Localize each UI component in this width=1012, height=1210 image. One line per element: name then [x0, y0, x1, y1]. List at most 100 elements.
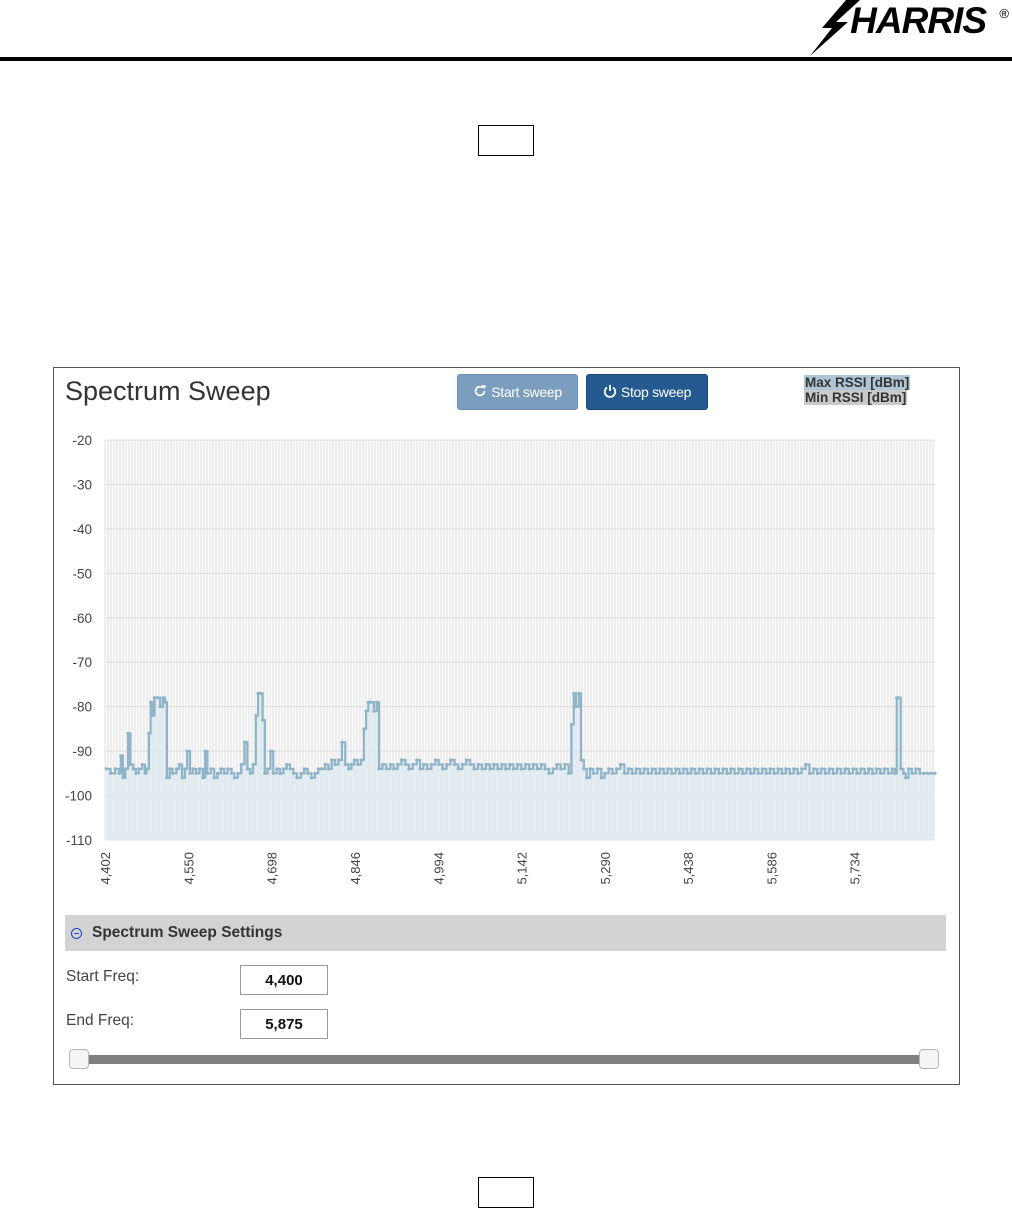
data-point: [784, 767, 788, 771]
data-point: [626, 767, 630, 771]
data-point: [433, 758, 437, 762]
data-point: [158, 705, 162, 709]
header-rule: [0, 57, 1012, 61]
data-point: [685, 771, 690, 775]
data-point: [507, 762, 512, 767]
settings-header[interactable]: Spectrum Sweep Settings: [65, 915, 946, 951]
data-point: [922, 771, 926, 775]
data-point: [281, 767, 285, 771]
data-point: [464, 758, 468, 762]
stop-sweep-button[interactable]: Stop sweep: [586, 374, 708, 410]
data-point: [677, 771, 682, 775]
data-point: [425, 767, 430, 771]
data-point: [148, 700, 153, 704]
data-point: [113, 767, 117, 771]
data-point: [183, 767, 187, 771]
data-point: [527, 767, 531, 771]
data-point: [588, 767, 592, 771]
data-point: [476, 762, 480, 767]
data-point: [299, 771, 303, 775]
data-point: [128, 762, 132, 767]
power-icon: [603, 384, 617, 401]
data-point: [582, 767, 586, 771]
data-point: [567, 771, 571, 775]
data-point: [168, 767, 172, 771]
data-point: [563, 762, 567, 767]
registered-mark: ®: [999, 6, 1009, 21]
data-point: [180, 776, 184, 780]
data-point: [910, 771, 914, 775]
data-point: [610, 771, 615, 775]
data-point: [291, 771, 296, 775]
data-point: [890, 767, 894, 771]
spectrum-sweep-panel: Spectrum Sweep Start sweep Stop sweep Ma…: [53, 367, 960, 1085]
freq-range-slider[interactable]: [79, 1055, 927, 1064]
data-point: [709, 771, 713, 775]
data-point: [480, 767, 484, 771]
data-point: [614, 767, 619, 771]
data-point: [362, 727, 366, 731]
spectrum-chart: -20 -30 -40 -50 -60 -70 -80 -90 -100 -110 4,402 4,5…: [65, 433, 937, 885]
data-point: [851, 767, 855, 771]
slider-handle-end[interactable]: [919, 1049, 939, 1069]
data-point: [574, 705, 578, 709]
data-point: [121, 776, 125, 780]
data-point: [258, 691, 262, 695]
data-point: [914, 767, 918, 771]
data-point: [713, 767, 717, 771]
data-point: [929, 771, 933, 775]
start-freq-input[interactable]: [240, 965, 328, 995]
data-point: [359, 758, 363, 762]
data-point: [725, 771, 729, 775]
data-point: [800, 767, 804, 771]
data-point: [630, 771, 634, 775]
data-point: [333, 762, 337, 767]
data-point: [496, 767, 500, 771]
data-point: [721, 767, 725, 771]
data-point: [316, 767, 320, 771]
data-point: [170, 771, 175, 775]
y-tick-label: -70: [72, 655, 92, 670]
data-point: [878, 771, 883, 775]
harris-logo: HARRIS: [850, 0, 987, 41]
data-point: [855, 771, 859, 775]
data-point: [843, 767, 847, 771]
slider-handle-start[interactable]: [69, 1049, 89, 1069]
data-point: [559, 767, 563, 771]
legend-min-rssi[interactable]: Min RSSI [dBm]: [804, 390, 908, 405]
data-point: [760, 767, 764, 771]
collapse-icon[interactable]: [71, 927, 82, 939]
start-freq-label: Start Freq:: [66, 968, 140, 985]
data-point: [764, 771, 768, 775]
refresh-icon: [473, 384, 487, 401]
end-freq-input[interactable]: [240, 1009, 328, 1039]
data-point: [693, 771, 697, 775]
data-point: [205, 771, 210, 775]
y-tick-label: -80: [72, 700, 92, 715]
data-point: [161, 696, 165, 700]
data-point: [369, 700, 373, 704]
data-point: [109, 771, 113, 775]
data-point: [248, 771, 252, 775]
data-point: [807, 771, 812, 775]
y-tick-label: -90: [72, 744, 92, 759]
data-point: [607, 767, 611, 771]
data-point: [815, 771, 819, 775]
data-point: [352, 758, 356, 762]
x-tick-label: 4,994: [431, 852, 446, 885]
data-point: [572, 691, 576, 695]
data-point: [744, 767, 749, 771]
data-point: [340, 740, 344, 744]
data-point: [823, 771, 827, 775]
data-point: [933, 771, 937, 775]
data-point: [209, 767, 213, 771]
data-point: [302, 767, 306, 771]
data-point: [780, 771, 784, 775]
x-tick-label: 5,586: [764, 852, 779, 885]
data-point: [733, 771, 737, 775]
data-point: [313, 771, 317, 775]
start-sweep-button[interactable]: Start sweep: [457, 374, 578, 410]
legend-max-rssi[interactable]: Max RSSI [dBm]: [804, 375, 911, 390]
data-point: [638, 771, 642, 775]
data-point: [729, 767, 733, 771]
